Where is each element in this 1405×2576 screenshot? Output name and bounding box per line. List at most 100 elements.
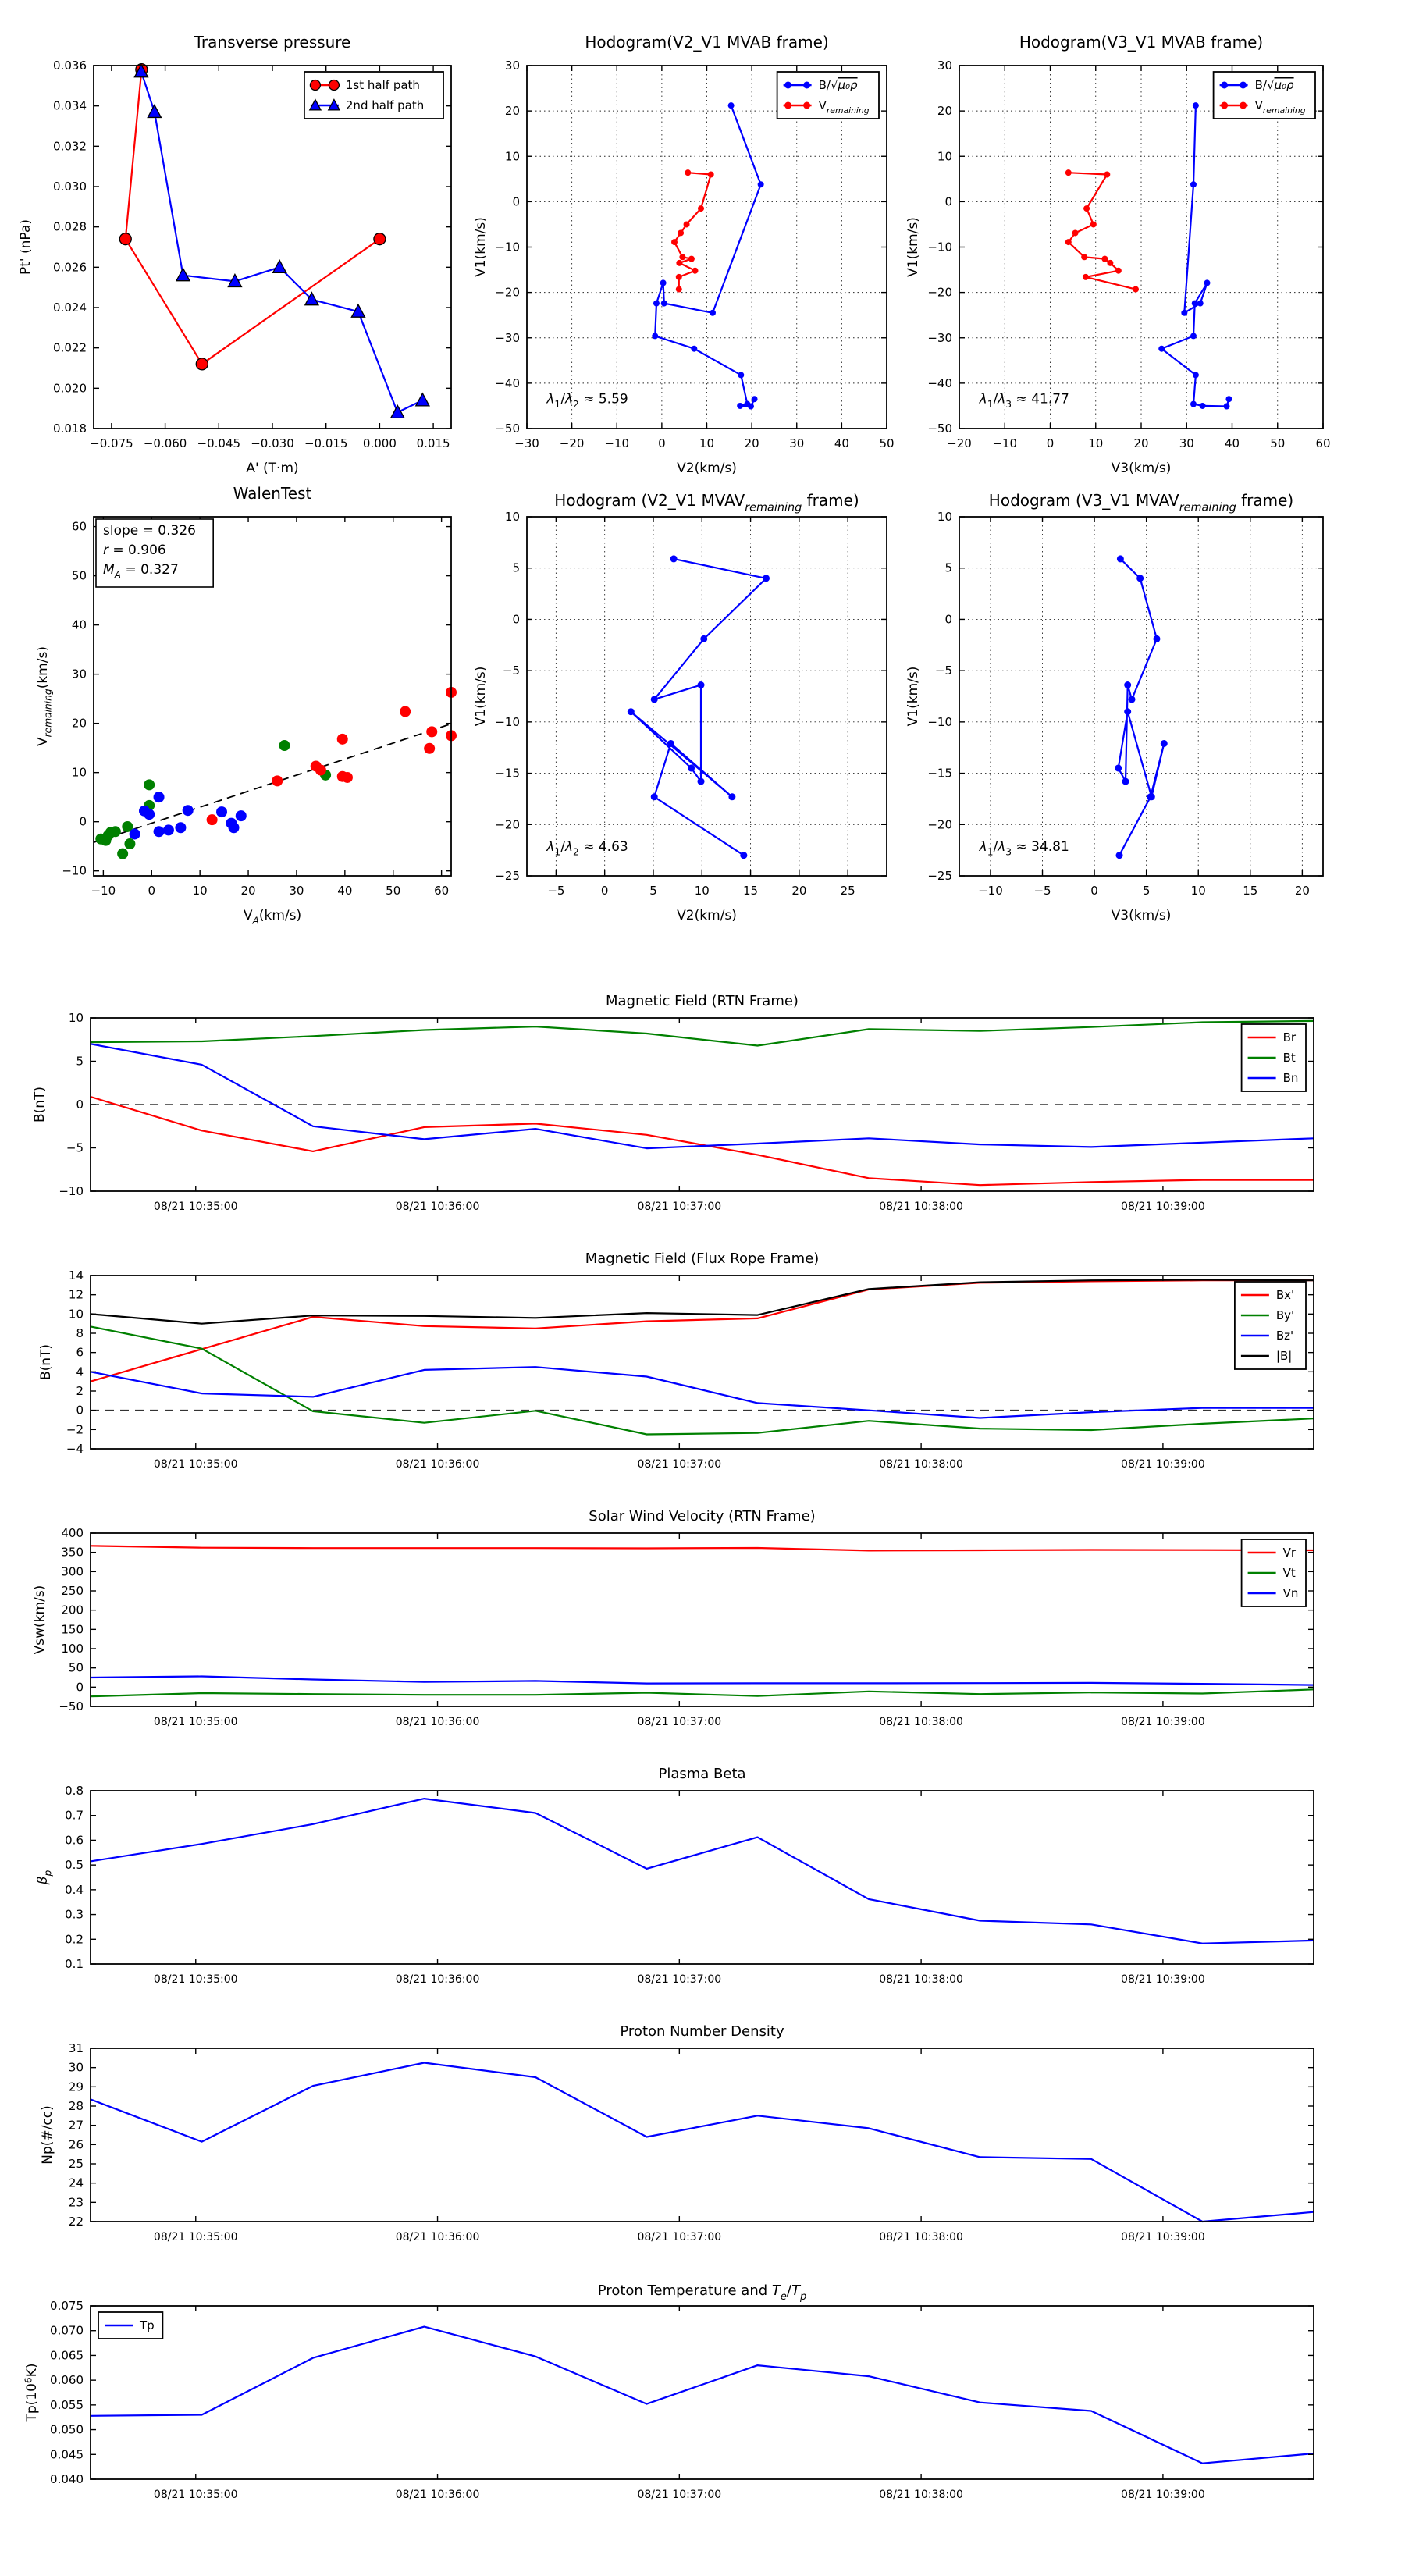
x-tick-label: 08/21 10:39:00: [1121, 1716, 1205, 1728]
marker-dot: [691, 345, 698, 352]
marker-triangle: [147, 104, 162, 119]
x-tick-label: 20: [1133, 436, 1148, 450]
y-tick-label: −15: [495, 767, 520, 781]
marker-dot: [675, 286, 682, 293]
x-tick-label: 08/21 10:39:00: [1121, 2489, 1205, 2501]
y-tick-label: −20: [495, 817, 520, 831]
x-tick-label: 08/21 10:39:00: [1121, 2231, 1205, 2243]
x-tick-label: −0.075: [90, 436, 133, 450]
y-tick-label: −20: [495, 286, 520, 300]
x-tick-label: −5: [1033, 884, 1051, 898]
chart-title: Hodogram (V3_V1 MVAVremaining frame): [989, 491, 1293, 514]
y-tick-label: 100: [61, 1642, 84, 1656]
marker-dot: [1116, 555, 1124, 563]
x-tick-label: 30: [789, 436, 804, 450]
chart-hodogram_v3v1_mvav: −10 −5 0 5 10 15 20 −25 −20 −15 −10 −5 0 5 10 Hodogram …: [905, 491, 1324, 923]
marker-dot: [1115, 267, 1122, 274]
y-tick-label: −5: [503, 664, 520, 678]
x-tick-label: 08/21 10:38:00: [879, 1716, 963, 1728]
y-tick-label: 22: [69, 2215, 84, 2229]
y-tick-label: 27: [69, 2119, 84, 2133]
x-tick-label: 30: [289, 884, 304, 898]
marker-dot: [1081, 254, 1088, 261]
x-tick-label: 08/21 10:37:00: [637, 1201, 721, 1213]
y-tick-label: −20: [927, 817, 952, 831]
x-tick-label: 40: [1225, 436, 1240, 450]
y-tick-label: −40: [495, 376, 520, 390]
y-tick-label: 0.026: [53, 260, 87, 274]
stats-line: MA = 0.327: [103, 562, 179, 581]
series-Bn: [90, 1043, 1314, 1150]
y-tick-label: 2: [76, 1384, 84, 1398]
y-tick-label: 4: [76, 1364, 84, 1379]
x-tick-label: 08/21 10:35:00: [154, 2231, 238, 2243]
y-tick-label: −30: [927, 331, 952, 345]
stats-box: [95, 518, 214, 588]
y-tick-label: 0.030: [53, 180, 87, 194]
series-B_alfven: [654, 105, 762, 407]
x-tick-label: −0.030: [251, 436, 294, 450]
x-tick-label: 5: [1143, 884, 1151, 898]
x-tick-label: 0.015: [417, 436, 450, 450]
y-tick-label: −40: [927, 376, 952, 390]
x-tick-label: −20: [560, 436, 585, 450]
y-tick-label: 50: [69, 1661, 84, 1675]
marker-dot: [747, 403, 754, 410]
marker-dot: [697, 681, 705, 689]
y-tick-label: 20: [937, 104, 952, 118]
x-tick-label: 08/21 10:37:00: [637, 1973, 721, 1986]
x-tick-label: 08/21 10:35:00: [154, 2489, 238, 2501]
marker-dot: [1153, 635, 1161, 642]
y-axis-label: Np(#/cc): [40, 2105, 55, 2164]
y-tick-label: −15: [927, 767, 952, 781]
legend: Bx' By' Bz' |B|: [1234, 1281, 1307, 1370]
legend-label: 1st half path: [346, 78, 420, 92]
x-tick-label: 25: [841, 884, 855, 898]
chart-walen_test: −10 0 10 20 30 40 50 60 −10 0 10 20 30 40 50 60 VA(km/s)…: [35, 516, 457, 927]
x-tick-label: 08/21 10:37:00: [637, 1458, 721, 1471]
marker-dot: [697, 777, 705, 785]
marker-dot: [1199, 402, 1206, 409]
marker-dot: [144, 809, 155, 820]
annotation: λ1/λ2 ≈ 4.63: [546, 839, 628, 858]
marker-dot: [272, 775, 283, 787]
marker-dot: [740, 852, 748, 859]
chart-proton_temp: 08/21 10:35:00 08/21 10:36:00 08/21 10:37:…: [23, 2282, 1314, 2501]
y-tick-label: −50: [927, 422, 952, 436]
marker-dot: [235, 810, 247, 822]
x-tick-label: 15: [1243, 884, 1257, 898]
marker-circle: [119, 233, 132, 246]
series-|B|: [90, 1279, 1314, 1325]
marker-dot: [228, 822, 240, 834]
legend-label: |B|: [1276, 1349, 1292, 1363]
marker-dot: [109, 826, 121, 838]
y-tick-label: 0.036: [53, 59, 87, 73]
y-tick-label: 20: [505, 104, 520, 118]
marker-dot: [1107, 259, 1114, 266]
x-tick-label: 10: [699, 436, 714, 450]
y-tick-label: −10: [495, 715, 520, 729]
y-tick-label: −5: [935, 664, 952, 678]
y-tick-label: 0.028: [53, 220, 87, 234]
chart-b_rtn: 08/21 10:35:00 08/21 10:36:00 08/21 10:37:…: [32, 1011, 1314, 1213]
marker-dot: [660, 279, 667, 286]
series-V_remaining: [630, 557, 767, 856]
marker-dot: [122, 820, 133, 832]
x-tick-label: 50: [1270, 436, 1285, 450]
series-Bt: [90, 1019, 1314, 1047]
chart-transverse_pressure: −0.075 −0.060 −0.045 −0.030 −0.015 0.000 0.015…: [18, 59, 452, 476]
marker-triangle: [389, 404, 405, 419]
marker-dot: [1128, 696, 1136, 703]
chart-title-hodogram-v2v1-mvab: Hodogram(V2_V1 MVAB frame): [585, 33, 829, 52]
y-tick-label: 6: [76, 1346, 84, 1360]
legend-label: B/√μ₀ρ: [819, 78, 858, 92]
marker-dot: [675, 273, 682, 280]
marker-dot: [700, 635, 708, 642]
y-tick-label: 20: [72, 717, 87, 731]
marker-dot: [1240, 81, 1247, 89]
y-tick-label: 0: [76, 1404, 84, 1418]
marker-dot: [1204, 279, 1211, 286]
y-axis-label: Vsw(km/s): [32, 1585, 48, 1655]
x-tick-label: 08/21 10:36:00: [396, 1716, 480, 1728]
